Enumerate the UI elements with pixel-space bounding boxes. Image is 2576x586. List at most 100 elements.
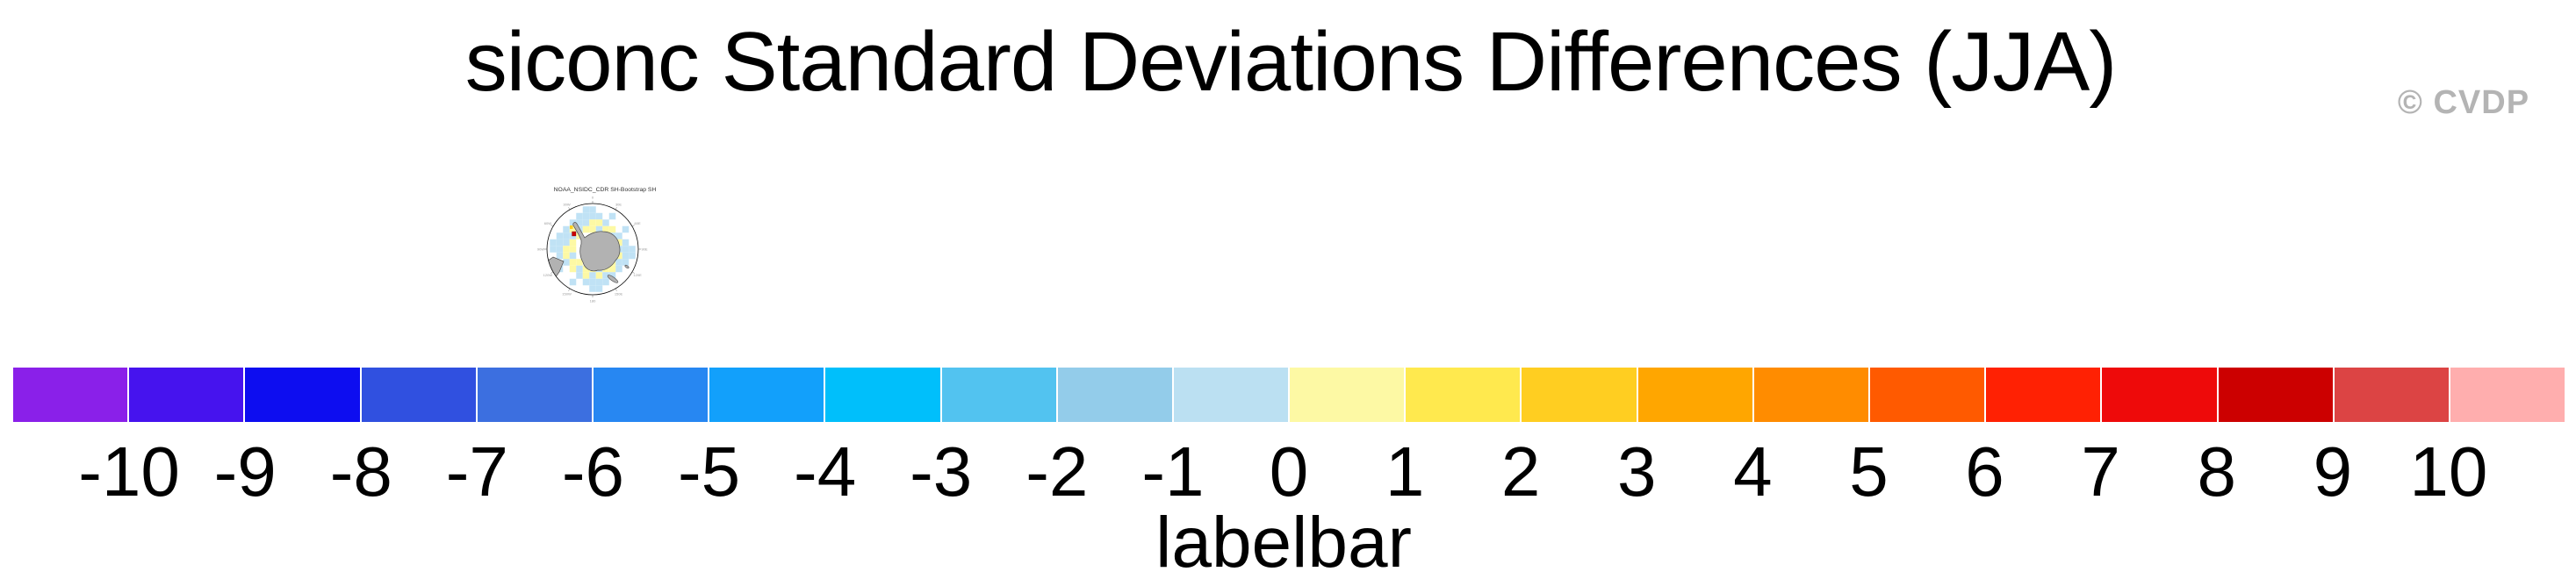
ice-diff-cell	[608, 212, 616, 220]
meridian-label: 90E	[641, 247, 647, 252]
ice-diff-cell	[563, 259, 570, 266]
colorbar-tick-label: -7	[445, 432, 508, 511]
ice-diff-cell	[563, 252, 570, 260]
ice-diff-cell	[550, 239, 557, 247]
ice-diff-cell	[608, 265, 616, 273]
ice-diff-cell	[582, 225, 590, 233]
ice-diff-cell	[556, 239, 564, 247]
ice-diff-cell	[629, 252, 636, 260]
colorbar-segment	[1753, 368, 1868, 422]
colorbar-segment	[13, 368, 128, 422]
meridian-label: 150W	[562, 292, 572, 297]
ice-diff-cell	[556, 252, 564, 260]
ice-diff-cell	[576, 272, 583, 279]
island	[607, 275, 619, 283]
colorbar-tick-label: -10	[78, 432, 180, 511]
ice-diff-cell	[576, 212, 583, 220]
ice-diff-cell	[622, 252, 630, 260]
ice-diff-cell	[582, 272, 590, 279]
cvdp-watermark: © CVDP	[2397, 84, 2530, 121]
meridian-tick	[615, 207, 617, 211]
ice-diff-cell	[563, 239, 570, 247]
colorbar-segment	[477, 368, 592, 422]
colorbar-segment	[1290, 368, 1405, 422]
meridian-ticks: 0 30E 60E 90E 120E 150E 180 150W 120W 90W 60W 30W	[537, 196, 648, 304]
colorbar-segment	[709, 368, 824, 422]
meridian-tick	[568, 207, 571, 211]
ice-diff-cell	[582, 206, 590, 213]
ice-diff-cell	[602, 272, 609, 279]
ice-diff-cell	[569, 239, 577, 247]
ice-diff-cell	[622, 225, 630, 233]
ice-diff-cell	[595, 278, 603, 286]
ice-diff-cell	[569, 219, 577, 226]
meridian-label: 60W	[544, 221, 551, 225]
antarctic-minimap: NOAA_NSIDC_CDR SH-Bootstrap SH 0 30E 60E 90…	[518, 168, 673, 319]
ice-diff-cell	[589, 272, 596, 279]
colorbar-tick-label: 1	[1385, 432, 1425, 511]
colorbar-axis-label: labelbar	[1155, 503, 1412, 582]
meridian-label: 180	[590, 299, 596, 304]
ice-diff-amber-cell	[570, 225, 573, 229]
colorbar	[13, 368, 2565, 422]
colorbar-segment	[361, 368, 476, 422]
ice-diff-red-cell	[572, 231, 577, 237]
ice-diff-cell	[576, 259, 583, 266]
ice-diff-cell	[622, 246, 630, 253]
colorbar-tick-label: -3	[910, 432, 973, 511]
figure-title: siconc Standard Deviations Differences (…	[464, 15, 2117, 109]
colorbar-segment	[593, 368, 709, 422]
minimap-title: NOAA_NSIDC_CDR SH-Bootstrap SH	[554, 187, 657, 193]
ice-diff-cell	[569, 278, 577, 286]
colorbar-tick-label: 0	[1269, 432, 1309, 511]
ice-diff-cell	[615, 232, 622, 239]
colorbar-tick-label: 4	[1733, 432, 1773, 511]
ice-diff-cell	[602, 278, 609, 286]
ice-diff-cell	[595, 272, 603, 279]
colorbar-tick-label: 7	[2081, 432, 2120, 511]
colorbar-tick-label: 9	[2313, 432, 2353, 511]
ice-diff-cell	[563, 246, 570, 253]
colorbar-segment	[1057, 368, 1172, 422]
ice-diff-cell	[569, 225, 577, 233]
antarctica-landmass	[572, 222, 621, 272]
colorbar-segment	[2334, 368, 2449, 422]
ice-diff-cell	[589, 212, 596, 220]
colorbar-tick-label: 8	[2197, 432, 2236, 511]
ice-diff-cell	[589, 225, 596, 233]
meridian-label: 120W	[543, 273, 553, 277]
colorbar-segment	[1173, 368, 1289, 422]
colorbar-segment	[1406, 368, 1521, 422]
ice-diff-cell	[615, 239, 622, 247]
ice-diff-cell	[589, 219, 596, 226]
ice-diff-cell	[582, 219, 590, 226]
ice-diff-cell	[608, 272, 616, 279]
ice-diff-cell	[569, 252, 577, 260]
ice-diff-cell	[563, 232, 570, 239]
colorbar-segment	[941, 368, 1056, 422]
colorbar-segment	[245, 368, 360, 422]
meridian-tick	[550, 225, 554, 227]
ice-diff-cell	[615, 265, 622, 273]
colorbar-tick-label: -9	[213, 432, 277, 511]
ice-diff-cell	[576, 219, 583, 226]
ice-diff-cell	[582, 212, 590, 220]
meridian-tick	[615, 288, 617, 291]
colorbar-tick-label: -4	[794, 432, 857, 511]
meridian-label: 0	[592, 196, 594, 200]
ice-diff-cell	[589, 285, 596, 292]
colorbar-tick-label: -6	[561, 432, 625, 511]
colorbar-segment	[2450, 368, 2565, 422]
minimap-svg: NOAA_NSIDC_CDR SH-Bootstrap SH 0 30E 60E 90…	[537, 187, 657, 304]
ice-diff-cell	[595, 212, 603, 220]
ice-diff-cell	[589, 278, 596, 286]
meridian-tick	[568, 288, 571, 291]
ice-diff-cell	[595, 219, 603, 226]
ice-diff-cell	[556, 246, 564, 253]
colorbar-tick-label: -8	[329, 432, 392, 511]
meridian-label: 30E	[615, 202, 622, 206]
ice-diff-cell	[582, 265, 590, 273]
colorbar-tick-label: -5	[677, 432, 741, 511]
ice-diff-cell	[582, 278, 590, 286]
